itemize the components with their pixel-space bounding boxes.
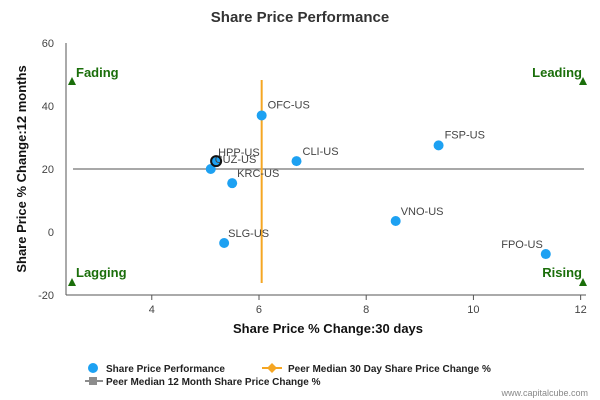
data-point-label: FPO-US (501, 239, 543, 251)
data-point-label: OFC-US (268, 99, 310, 111)
quadrant-marker-top-left (68, 77, 76, 85)
data-point (390, 215, 401, 226)
x-tick-label: 4 (149, 304, 155, 316)
legend: Share Price Performance Peer Median 30 Da… (85, 363, 491, 388)
data-point-label: CLI-US (303, 146, 339, 158)
data-point (256, 110, 267, 121)
y-tick-label: -20 (38, 290, 54, 302)
legend-marker-share-price (88, 363, 98, 373)
data-point (291, 156, 302, 167)
watermark: www.capitalcube.com (500, 388, 588, 398)
data-point-label: FSP-US (445, 129, 485, 141)
data-point-label: SLG-US (228, 228, 269, 240)
plot-area: 4 6 8 10 12 -20 0 20 40 60 Fading Leading Lagging Ris… (38, 38, 587, 316)
legend-label-share-price: Share Price Performance (106, 364, 225, 375)
legend-label-30d: Peer Median 30 Day Share Price Change % (288, 364, 491, 375)
quadrant-marker-bottom-left (68, 278, 76, 286)
data-point-label: VNO-US (401, 206, 444, 218)
data-point (205, 164, 216, 174)
y-tick-label: 60 (42, 38, 54, 50)
data-point (433, 140, 444, 151)
x-tick-label: 6 (256, 304, 262, 316)
quadrant-marker-top-right (579, 77, 587, 85)
quadrant-label-lagging: Lagging (76, 265, 127, 280)
y-tick-label: 40 (42, 101, 54, 113)
x-axis-title: Share Price % Change:30 days (233, 321, 423, 336)
data-point (219, 238, 230, 249)
quadrant-label-rising: Rising (542, 265, 582, 280)
legend-marker-30d (267, 363, 277, 373)
data-point (540, 249, 551, 260)
x-tick-label: 12 (575, 304, 587, 316)
x-tick-label: 10 (467, 304, 479, 316)
y-axis-title: Share Price % Change:12 months (14, 65, 29, 272)
data-point (211, 156, 222, 167)
quadrant-marker-bottom-right (579, 278, 587, 286)
chart-title: Share Price Performance (211, 9, 389, 26)
x-tick-label: 8 (363, 304, 369, 316)
legend-marker-12m (89, 377, 97, 385)
y-tick-label: 20 (42, 164, 54, 176)
quadrant-label-fading: Fading (76, 65, 119, 80)
data-point-label: HPP-US (218, 147, 260, 159)
y-tick-label: 0 (48, 227, 54, 239)
highlight-ring (210, 155, 223, 168)
legend-label-12m: Peer Median 12 Month Share Price Change … (106, 377, 321, 388)
quadrant-label-leading: Leading (532, 65, 582, 80)
data-point-label: KRC-US (237, 168, 279, 180)
data-point (227, 178, 238, 189)
data-point-label: CUZ-US (215, 154, 257, 166)
